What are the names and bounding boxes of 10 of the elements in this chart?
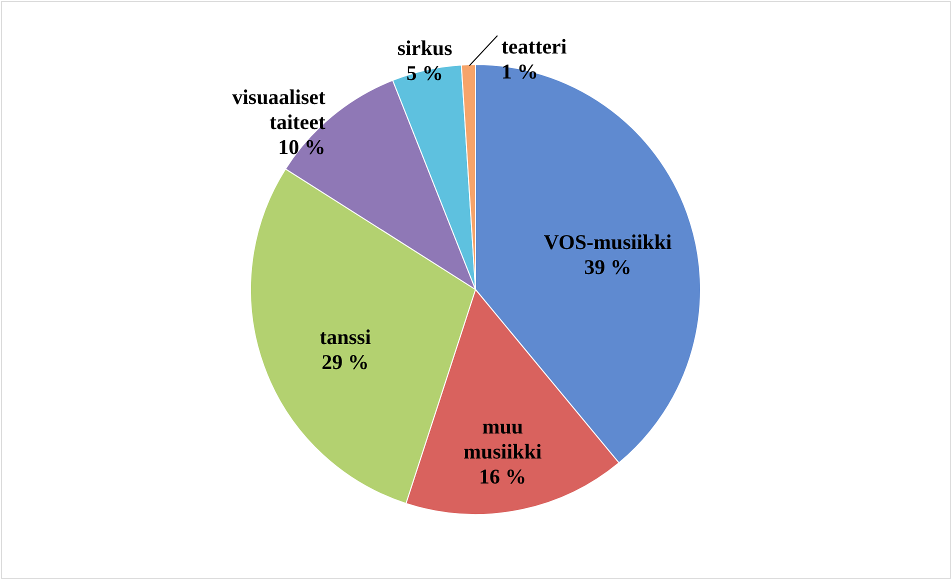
slice-label: VOS-musiikki — [544, 230, 672, 254]
slice-label: sirkus — [397, 36, 452, 60]
data-label: 29 % — [322, 350, 369, 374]
slice-label: muu musiikki — [464, 414, 542, 464]
data-label: 16 % — [479, 464, 526, 489]
data-label: 39 % — [584, 255, 632, 280]
slice-label: visuaaliset taiteet — [232, 84, 326, 134]
data-label: 10 % — [278, 134, 326, 159]
slice-label: tanssi — [320, 324, 372, 349]
slice-label: teatteri — [501, 34, 567, 59]
